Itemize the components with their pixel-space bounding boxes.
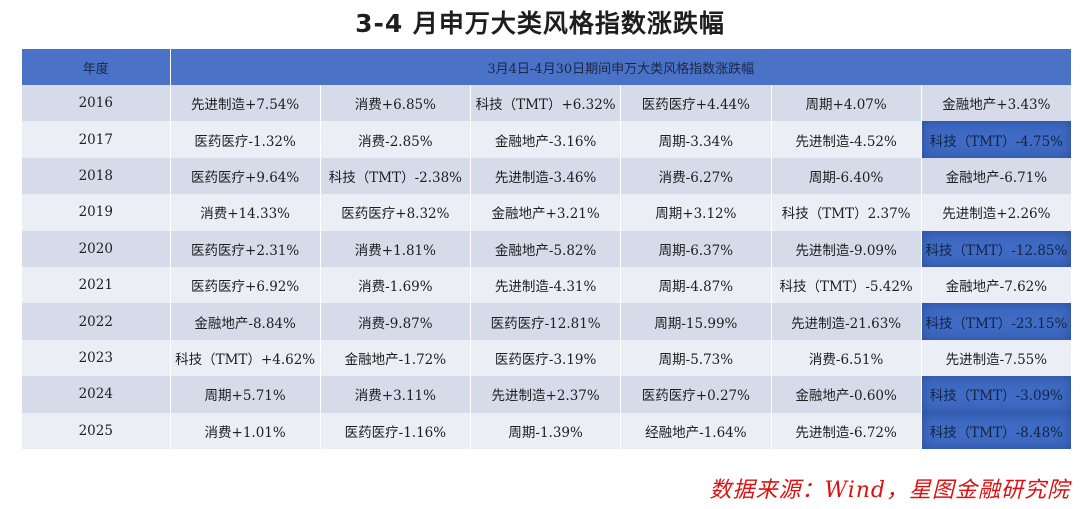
return-cell: 经融地产-1.64% xyxy=(620,412,772,449)
return-cell: 消费-2.85% xyxy=(320,121,472,158)
return-cell: 周期-5.73% xyxy=(620,339,772,377)
table-row: 2017 医药医疗-1.32% 消费-2.85% 金融地产-3.16% 周期-3.34%… xyxy=(22,121,1073,158)
return-cell: 消费+1.01% xyxy=(170,412,321,449)
return-cell: 医药医疗+6.92% xyxy=(170,266,321,304)
return-cell: 周期-1.39% xyxy=(470,412,622,449)
return-cell: 金融地产-8.84% xyxy=(170,303,321,340)
return-cell: 消费+3.11% xyxy=(320,376,472,413)
year-cell: 2019 xyxy=(22,194,171,231)
return-cell: 科技（TMT）+4.62% xyxy=(170,339,321,377)
return-cell: 医药医疗+8.32% xyxy=(320,194,472,231)
return-cell: 金融地产+3.43% xyxy=(921,85,1073,122)
return-table: 年度 3月4日-4月30日期间申万大类风格指数涨跌幅 2016 先进制造+7.54… xyxy=(22,49,1073,449)
return-cell: 消费-6.27% xyxy=(620,157,772,195)
table-row: 2020 医药医疗+2.31% 消费+1.81% 金融地产-5.82% 周期-6.37%… xyxy=(22,230,1073,267)
return-cell: 金融地产-1.72% xyxy=(320,339,472,377)
return-cell: 周期-3.34% xyxy=(620,121,772,158)
return-cell: 医药医疗+9.64% xyxy=(170,157,321,195)
table-row: 2023 科技（TMT）+4.62% 金融地产-1.72% 医药医疗-3.19% 周期-… xyxy=(22,339,1073,377)
return-cell: 科技（TMT）-23.15% xyxy=(921,303,1073,340)
table-row: 2018 医药医疗+9.64% 科技（TMT）-2.38% 先进制造-3.46% 消费-… xyxy=(22,157,1073,195)
return-cell: 医药医疗-12.81% xyxy=(470,303,622,340)
year-cell: 2020 xyxy=(22,230,171,267)
return-cell: 先进制造-6.72% xyxy=(771,412,922,449)
return-cell: 医药医疗+0.27% xyxy=(620,376,772,413)
return-cell: 周期+4.07% xyxy=(771,85,922,122)
return-cell: 金融地产-5.82% xyxy=(470,230,622,267)
return-cell: 周期-6.40% xyxy=(771,157,922,195)
return-cell: 消费+6.85% xyxy=(320,85,472,122)
source-note: 数据来源：Wind，星图金融研究院 xyxy=(709,478,1070,503)
return-cell: 医药医疗-1.16% xyxy=(320,412,472,449)
return-cell: 金融地产-0.60% xyxy=(771,376,922,413)
return-cell: 科技（TMT）-2.38% xyxy=(320,157,472,195)
return-cell: 周期+5.71% xyxy=(170,376,321,413)
return-cell: 消费-1.69% xyxy=(320,266,472,304)
year-cell: 2023 xyxy=(22,339,171,377)
table-row: 2016 先进制造+7.54% 消费+6.85% 科技（TMT）+6.32% 医药医疗+… xyxy=(22,85,1073,122)
return-cell: 先进制造-7.55% xyxy=(921,339,1073,377)
return-cell: 先进制造+2.26% xyxy=(921,194,1073,231)
year-column-header: 年度 xyxy=(22,49,171,85)
page-title: 3-4 月申万大类风格指数涨跌幅 xyxy=(355,9,725,38)
return-cell: 先进制造-4.52% xyxy=(771,121,922,158)
header-row: 年度 3月4日-4月30日期间申万大类风格指数涨跌幅 xyxy=(22,49,1072,85)
return-cell: 医药医疗-1.32% xyxy=(170,121,321,158)
table-row: 2024 周期+5.71% 消费+3.11% 先进制造+2.37% 医药医疗+0.27%… xyxy=(22,376,1073,413)
return-cell: 金融地产-6.71% xyxy=(921,157,1073,195)
return-cell: 周期-15.99% xyxy=(620,303,772,340)
return-cell: 金融地产-3.16% xyxy=(470,121,622,158)
return-cell: 医药医疗+2.31% xyxy=(170,230,321,267)
return-cell: 科技（TMT）2.37% xyxy=(771,194,922,231)
year-cell: 2024 xyxy=(22,376,171,413)
return-cell: 科技（TMT）-3.09% xyxy=(921,376,1073,413)
return-cell: 先进制造+7.54% xyxy=(170,85,321,122)
year-cell: 2017 xyxy=(22,121,171,158)
return-cell: 医药医疗+4.44% xyxy=(620,85,772,122)
return-cell: 科技（TMT）-12.85% xyxy=(921,230,1073,267)
return-cell: 先进制造-3.46% xyxy=(470,157,622,195)
return-cell: 科技（TMT）-4.75% xyxy=(921,121,1073,158)
return-cell: 医药医疗-3.19% xyxy=(470,339,622,377)
return-cell: 金融地产-7.62% xyxy=(921,266,1073,304)
table-row: 2025 消费+1.01% 医药医疗-1.16% 周期-1.39% 经融地产-1.64%… xyxy=(22,412,1073,449)
table-row: 2019 消费+14.33% 医药医疗+8.32% 金融地产+3.21% 周期+3.12… xyxy=(22,194,1073,231)
return-cell: 先进制造+2.37% xyxy=(470,376,622,413)
year-cell: 2025 xyxy=(22,412,171,449)
period-column-header: 3月4日-4月30日期间申万大类风格指数涨跌幅 xyxy=(170,49,1072,85)
return-cell: 金融地产+3.21% xyxy=(470,194,622,231)
return-cell: 先进制造-21.63% xyxy=(771,303,922,340)
return-cell: 科技（TMT）-5.42% xyxy=(771,266,922,304)
return-cell: 消费-9.87% xyxy=(320,303,472,340)
year-cell: 2021 xyxy=(22,266,171,304)
year-cell: 2018 xyxy=(22,157,171,195)
return-cell: 消费+1.81% xyxy=(320,230,472,267)
return-cell: 消费+14.33% xyxy=(170,194,321,231)
year-cell: 2016 xyxy=(22,85,171,122)
table-row: 2021 医药医疗+6.92% 消费-1.69% 先进制造-4.31% 周期-4.87%… xyxy=(22,266,1073,304)
return-cell: 科技（TMT）+6.32% xyxy=(470,85,622,122)
return-cell: 先进制造-4.31% xyxy=(470,266,622,304)
return-cell: 周期-6.37% xyxy=(620,230,772,267)
return-cell: 周期+3.12% xyxy=(620,194,772,231)
return-cell: 科技（TMT）-8.48% xyxy=(921,412,1073,449)
return-cell: 先进制造-9.09% xyxy=(771,230,922,267)
return-cell: 消费-6.51% xyxy=(771,339,922,377)
year-cell: 2022 xyxy=(22,303,171,340)
table-row: 2022 金融地产-8.84% 消费-9.87% 医药医疗-12.81% 周期-15.9… xyxy=(22,303,1073,340)
return-cell: 周期-4.87% xyxy=(620,266,772,304)
